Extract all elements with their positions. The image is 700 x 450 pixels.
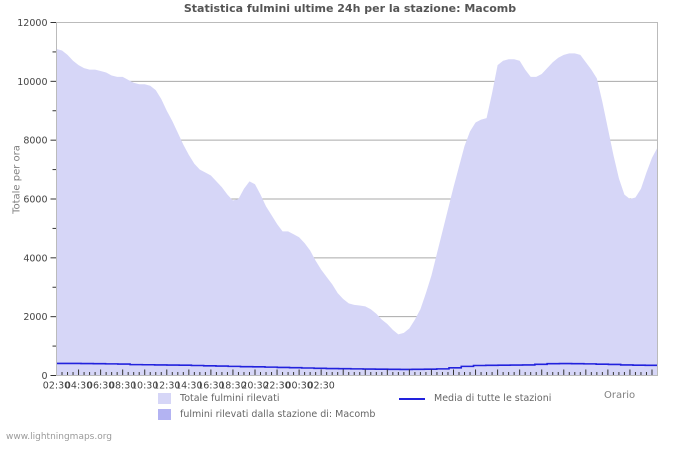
chart-legend: Totale fulmini rilevati fulmini rilevati… xyxy=(0,392,700,426)
svg-text:02:30: 02:30 xyxy=(307,381,334,392)
x-axis-tick-labels: 02:3004:3006:3008:3010:3012:3014:3016:30… xyxy=(43,381,335,392)
svg-text:06:30: 06:30 xyxy=(87,381,114,392)
svg-text:12:30: 12:30 xyxy=(153,381,180,392)
svg-text:22:30: 22:30 xyxy=(263,381,290,392)
legend-line-media xyxy=(399,397,425,400)
legend-item-totale[interactable]: Totale fulmini rilevati xyxy=(158,393,279,404)
plot-frame xyxy=(56,22,658,376)
y-axis-tick-labels: 0 2000 4000 6000 8000 10000 12000 xyxy=(17,18,47,382)
chart-title: Statistica fulmini ultime 24h per la sta… xyxy=(183,2,517,15)
svg-text:6000: 6000 xyxy=(23,195,47,206)
legend-swatch-stazione xyxy=(158,409,171,420)
svg-text:04:30: 04:30 xyxy=(65,381,92,392)
x-axis-title: Orario xyxy=(604,390,636,401)
legend-label-totale: Totale fulmini rilevati xyxy=(180,393,280,404)
area-series xyxy=(56,48,658,376)
axis-ticks xyxy=(50,22,658,376)
svg-text:20:30: 20:30 xyxy=(241,381,268,392)
legend-swatch-totale xyxy=(158,393,171,404)
svg-text:16:30: 16:30 xyxy=(197,381,224,392)
svg-text:0: 0 xyxy=(41,371,47,382)
svg-text:2000: 2000 xyxy=(23,312,47,323)
svg-text:18:30: 18:30 xyxy=(219,381,246,392)
svg-text:4000: 4000 xyxy=(23,253,47,264)
legend-item-media[interactable]: Media di tutte le stazioni xyxy=(399,393,551,404)
legend-item-stazione[interactable]: fulmini rilevati dalla stazione di: Maco… xyxy=(158,409,375,420)
svg-text:10:30: 10:30 xyxy=(131,381,158,392)
legend-label-media: Media di tutte le stazioni xyxy=(434,393,552,404)
svg-text:12000: 12000 xyxy=(17,18,47,29)
svg-text:14:30: 14:30 xyxy=(175,381,202,392)
svg-text:08:30: 08:30 xyxy=(109,381,136,392)
svg-text:02:30: 02:30 xyxy=(43,381,70,392)
line-series xyxy=(56,362,658,371)
y-axis-title: Totale per ora xyxy=(11,145,23,214)
svg-text:8000: 8000 xyxy=(23,136,47,147)
svg-text:00:30: 00:30 xyxy=(285,381,312,392)
source-watermark: www.lightningmaps.org xyxy=(6,432,112,442)
legend-label-stazione: fulmini rilevati dalla stazione di: Maco… xyxy=(180,409,376,420)
svg-text:10000: 10000 xyxy=(17,77,47,88)
